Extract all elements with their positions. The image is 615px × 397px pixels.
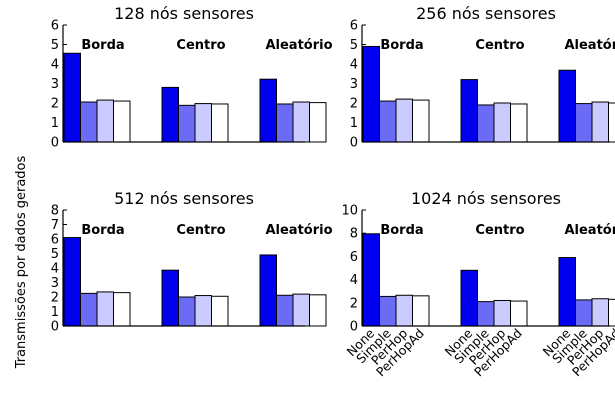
panel-4-bar: [412, 295, 430, 327]
panel-2-ytick-label: 5: [350, 38, 358, 53]
panel-1-bar: [211, 103, 229, 143]
panel-3-ytick-label: 1: [51, 305, 59, 320]
panel-4-ytick-label: 8: [350, 227, 358, 242]
panel-2-bar: [575, 103, 593, 143]
panel-3-bar: [292, 293, 310, 327]
panel-3-bar: [63, 237, 81, 327]
panel-4-bar: [608, 298, 615, 327]
panel-3-bar: [259, 254, 277, 327]
panel-2-ytick-label: 0: [350, 136, 358, 151]
panel-3-ytick-label: 6: [51, 233, 59, 248]
panel-3-bar: [96, 291, 114, 327]
panel-4-group-label: Borda: [380, 223, 423, 238]
panel-1-group-label: Borda: [81, 38, 124, 53]
panel-2-ytick-label: 4: [350, 58, 358, 73]
panel-2-group-label: Aleatório: [564, 38, 615, 53]
panel-1-ytick-label: 3: [51, 77, 59, 92]
panel-2-bar: [558, 69, 576, 143]
panel-2-ytick-label: 3: [350, 77, 358, 92]
panel-3-bar: [113, 292, 131, 327]
panel-1-group-label: Aleatório: [265, 38, 332, 53]
panel-3-bar: [211, 295, 229, 327]
panel-1-ytick-label: 2: [51, 97, 59, 112]
panel-2-bar: [510, 103, 528, 143]
panel-1-ytick-label: 1: [51, 116, 59, 131]
panel-1-ytick-label: 4: [51, 58, 59, 73]
panel-3-bar: [194, 295, 212, 327]
panel-1-bar: [63, 52, 81, 143]
panel-4-bar: [493, 299, 511, 327]
panel-1-bar: [113, 100, 131, 143]
panel-2-bar: [608, 102, 615, 143]
panel-1-bar: [276, 103, 294, 143]
panel-4-group-label: Aleatório: [564, 223, 615, 238]
panel-3-ytick-label: 8: [51, 204, 59, 219]
panel-3-group-label: Aleatório: [265, 223, 332, 238]
panel-2-bar: [493, 102, 511, 143]
panel-1-ytick-label: 5: [51, 38, 59, 53]
panel-3-bar: [276, 294, 294, 327]
panel-2-bar: [460, 79, 478, 143]
panel-4-ytick-label: 6: [350, 250, 358, 265]
panel-1-bar: [161, 86, 179, 143]
panel-4-ytick-label: 2: [350, 296, 358, 311]
panel-1-title: 128 nós sensores: [114, 4, 254, 23]
panel-3-ytick-label: 2: [51, 291, 59, 306]
panel-1-ytick-label: 0: [51, 136, 59, 151]
panel-2-bar: [412, 99, 430, 143]
panel-4-bar: [362, 233, 380, 327]
panel-2-bar: [591, 101, 609, 143]
panel-2-title: 256 nós sensores: [416, 4, 556, 23]
panel-4-ytick-label: 0: [350, 320, 358, 335]
panel-3-bar: [161, 269, 179, 327]
panel-2-ytick-label: 6: [350, 19, 358, 34]
panel-2-bar: [477, 104, 495, 143]
panel-1-bar: [178, 104, 196, 143]
panel-3-bar: [80, 292, 98, 327]
panel-4-ytick-label: 10: [341, 204, 358, 219]
panel-3-ytick-label: 7: [51, 218, 59, 233]
panel-1-bar: [80, 101, 98, 143]
panel-4-ytick-label: 4: [350, 273, 358, 288]
panel-2-ytick-label: 1: [350, 116, 358, 131]
panel-2-bar: [395, 98, 413, 143]
panel-1-bar: [96, 99, 114, 143]
panel-1-bar: [194, 103, 212, 143]
panel-4-bar: [379, 295, 397, 327]
panel-2-group-label: Centro: [475, 38, 524, 53]
panel-4-bar: [395, 294, 413, 327]
panel-4-bar: [510, 300, 528, 327]
panel-2-group-label: Borda: [380, 38, 423, 53]
panel-2-bar: [379, 100, 397, 143]
panel-3-group-label: Borda: [81, 223, 124, 238]
panel-3-ytick-label: 3: [51, 276, 59, 291]
panel-4-bar: [460, 269, 478, 327]
panel-4-bar: [591, 298, 609, 327]
panel-3-ytick-label: 5: [51, 247, 59, 262]
panel-1-group-label: Centro: [176, 38, 225, 53]
panel-2-ytick-label: 2: [350, 97, 358, 112]
y-axis-label: Transmissões por dados gerados: [14, 155, 29, 369]
panel-1-bar: [292, 101, 310, 143]
panel-1-bar: [309, 102, 327, 143]
panel-3-bar: [309, 294, 327, 327]
panel-4-bar: [477, 301, 495, 327]
panel-4-bar: [575, 299, 593, 327]
panel-1-bar: [259, 78, 277, 143]
panel-2-bar: [362, 45, 380, 143]
panel-4-group-label: Centro: [475, 223, 524, 238]
panel-1-ytick-label: 6: [51, 19, 59, 34]
panel-4-bar: [558, 257, 576, 327]
panel-3-ytick-label: 4: [51, 262, 59, 277]
panel-3-group-label: Centro: [176, 223, 225, 238]
panel-3-title: 512 nós sensores: [114, 189, 254, 208]
panel-4-title: 1024 nós sensores: [411, 189, 561, 208]
panel-3-ytick-label: 0: [51, 320, 59, 335]
panel-3-bar: [178, 296, 196, 327]
